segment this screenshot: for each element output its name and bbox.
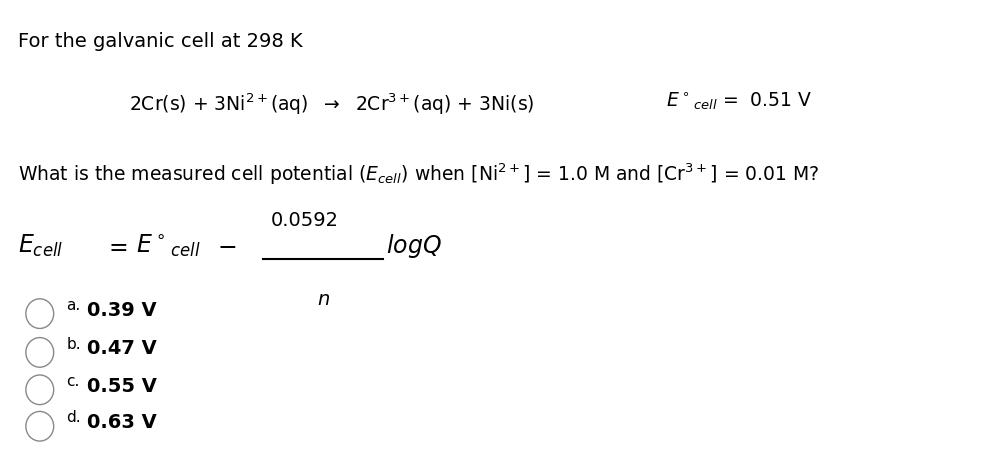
Text: $n$: $n$ [317,289,330,308]
Text: $E^\circ$$_{cell}$ =  0.51 V: $E^\circ$$_{cell}$ = 0.51 V [666,91,812,112]
Text: 2Cr(s) + 3Ni$^{2+}$(aq)  $\rightarrow$  2Cr$^{3+}$(aq) + 3Ni(s): 2Cr(s) + 3Ni$^{2+}$(aq) $\rightarrow$ 2C… [129,91,535,116]
Text: $E_{cell}$: $E_{cell}$ [18,233,64,259]
Text: b.: b. [67,336,82,351]
Text: 0.55 V: 0.55 V [87,376,157,395]
Text: 0.63 V: 0.63 V [87,412,157,431]
Text: c.: c. [67,373,80,388]
Text: log$Q$: log$Q$ [386,232,441,259]
Text: $=$: $=$ [104,233,128,258]
Text: $E^\circ$$_{cell}$: $E^\circ$$_{cell}$ [136,233,201,259]
Text: For the galvanic cell at 298 K: For the galvanic cell at 298 K [18,32,302,51]
Text: 0.0592: 0.0592 [270,210,338,229]
Text: 0.47 V: 0.47 V [87,339,157,358]
Text: 0.39 V: 0.39 V [87,300,157,319]
Text: What is the measured cell potential ($E_{cell}$) when [Ni$^{2+}$] = 1.0 M and [C: What is the measured cell potential ($E_… [18,162,819,187]
Text: $-$: $-$ [217,233,236,258]
Text: d.: d. [67,410,82,425]
Text: a.: a. [67,297,81,312]
